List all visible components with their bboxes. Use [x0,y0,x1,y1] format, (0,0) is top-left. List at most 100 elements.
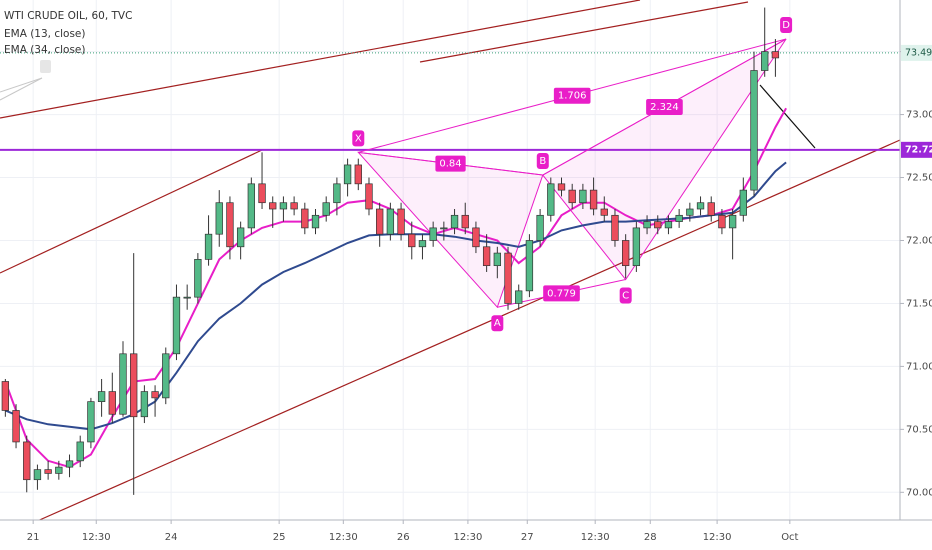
ratio-box [435,155,466,172]
candle-body [600,208,608,216]
point-label: X [355,133,362,144]
point-label-box [780,17,793,34]
legend: WTI CRUDE OIL, 60, TVC EMA (13, close) EM… [4,10,132,56]
candle-body [343,164,352,185]
candle-body [771,51,780,59]
candle-body [750,70,758,191]
trend-line [0,149,263,274]
x-tick-label: 24 [165,532,178,543]
ratio-box [543,285,580,302]
price-lines [0,52,900,151]
candle-body [504,252,512,304]
point-label-box [352,130,365,147]
y-tick-label: 71.50 [906,298,932,309]
point-label-box [491,315,504,332]
ghost-marker [40,60,51,73]
candle-body [707,202,715,216]
candle-body [44,469,52,474]
legend-entry: EMA (13, close) [4,28,86,40]
candle-body [322,202,330,216]
price-label: 72.72 [905,144,932,155]
candle-body [515,290,523,304]
candle-body [493,252,501,267]
candle-body [557,183,566,191]
candle-body [761,51,769,71]
candle-body [376,208,384,235]
trend-lines [0,0,901,523]
point-label-box [536,153,549,170]
candle-body [696,202,705,210]
candle-body [450,214,459,229]
candle-body [611,214,619,241]
candle-body [247,183,256,229]
candle-body [151,391,159,399]
candle-body [664,221,673,229]
point-label: A [494,318,501,329]
trend-line [34,139,901,523]
last-price-box [901,44,932,61]
y-tick-label: 73.00 [906,110,932,121]
candle-body [536,214,544,241]
candle-body [236,227,245,248]
ratio-box [646,99,683,116]
candle-body [408,233,416,248]
candle-body [12,410,20,443]
ghost-line [0,77,43,101]
legend-entry: EMA (34, close) [4,44,86,56]
candle-body [130,353,138,418]
y-tick-label: 71.00 [906,361,932,372]
ratio-label: 0.84 [439,159,461,170]
point-label-box [619,287,632,304]
y-tick-label: 72.50 [906,173,932,184]
x-tick-label: 12:30 [454,532,483,543]
candle-body [140,391,149,418]
candle-body [547,183,555,216]
ratio-label: 2.324 [650,102,679,113]
y-tick-label: 72.00 [906,235,932,246]
candle-body [258,183,266,204]
candle-body [568,189,576,204]
candle-body [204,233,213,260]
trend-line [419,1,749,63]
candle-body [301,208,309,229]
x-tick-label: 26 [397,532,410,543]
chart-title: WTI CRUDE OIL, 60, TVC [4,10,132,22]
trend-line [0,0,641,119]
x-tick-label: 28 [644,532,657,543]
x-tick-label: 25 [273,532,286,543]
candle-body [365,183,373,210]
candles [1,7,780,495]
candle-body [108,391,116,415]
candle-body [1,381,10,411]
candle-body [461,214,469,229]
candle-body [279,202,288,210]
candle-body [65,460,74,468]
pattern-labels: 0.84 0.779 1.706 2.324 X A B C D [352,17,793,332]
candle-body [643,221,651,229]
candle-body [622,240,630,267]
candle-body [354,164,362,185]
candle-body [397,208,405,235]
candle-body [654,221,662,229]
candle-body [311,214,320,229]
candle-body [418,240,427,248]
x-tick-label: 12:30 [703,532,732,543]
candle-body [97,391,106,402]
y-tick-label: 70.00 [906,487,932,498]
point-label: C [622,291,629,302]
candle-body [215,202,223,235]
x-tick-label: Oct [781,532,798,543]
candle-body [172,296,181,355]
candle-body [194,259,202,298]
x-tick-label: 27 [521,532,534,543]
x-tick-label: 12:30 [82,532,111,543]
candle-body [87,401,95,443]
point-label: B [539,156,546,167]
ratio-label: 0.779 [547,288,576,299]
candle-body [589,189,598,210]
candle-body [183,296,191,299]
candle-body [482,246,491,267]
candle-body [269,202,277,210]
